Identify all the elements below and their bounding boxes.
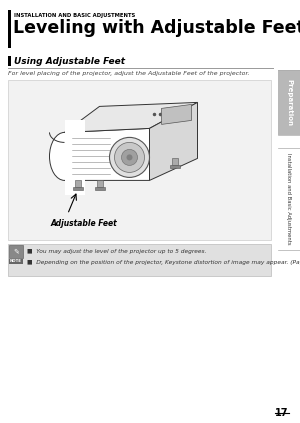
Text: For level placing of the projector, adjust the Adjustable Feet of the projector.: For level placing of the projector, adju… [8, 71, 250, 76]
Polygon shape [64, 129, 149, 180]
Circle shape [122, 149, 137, 165]
Polygon shape [149, 102, 197, 180]
Text: ■  Depending on the position of the projector, Keystone distortion of image may : ■ Depending on the position of the proje… [27, 260, 300, 265]
Bar [74, 180, 80, 187]
Polygon shape [64, 102, 197, 132]
Bar [8, 80, 271, 240]
Bar [97, 180, 103, 187]
Bar [94, 187, 104, 190]
Text: Adjustable Feet: Adjustable Feet [50, 220, 117, 228]
Circle shape [110, 137, 149, 177]
Text: NOTE: NOTE [10, 259, 22, 264]
Bar [9, 259, 23, 264]
Circle shape [115, 143, 145, 173]
Bar [73, 187, 82, 190]
Bar [8, 10, 11, 48]
Ellipse shape [50, 132, 80, 180]
Text: Leveling with Adjustable Feet: Leveling with Adjustable Feet [13, 19, 300, 37]
Bar [8, 56, 11, 66]
Text: Installation and Basic Adjustments: Installation and Basic Adjustments [286, 153, 292, 245]
Text: INSTALLATION AND BASIC ADJUSTMENTS: INSTALLATION AND BASIC ADJUSTMENTS [14, 13, 135, 18]
Polygon shape [161, 104, 191, 124]
Bar [9, 245, 23, 258]
Text: ■  You may adjust the level of the projector up to 5 degrees.: ■ You may adjust the level of the projec… [27, 249, 206, 254]
Bar [169, 165, 179, 168]
Text: Using Adjustable Feet: Using Adjustable Feet [14, 57, 125, 66]
Bar [8, 244, 271, 276]
Text: 17: 17 [275, 408, 289, 418]
Text: ✎: ✎ [13, 248, 19, 255]
Bar [278, 70, 300, 135]
Circle shape [127, 154, 133, 160]
Bar [172, 158, 178, 165]
Bar [64, 121, 85, 195]
Text: Preparation: Preparation [286, 79, 292, 126]
